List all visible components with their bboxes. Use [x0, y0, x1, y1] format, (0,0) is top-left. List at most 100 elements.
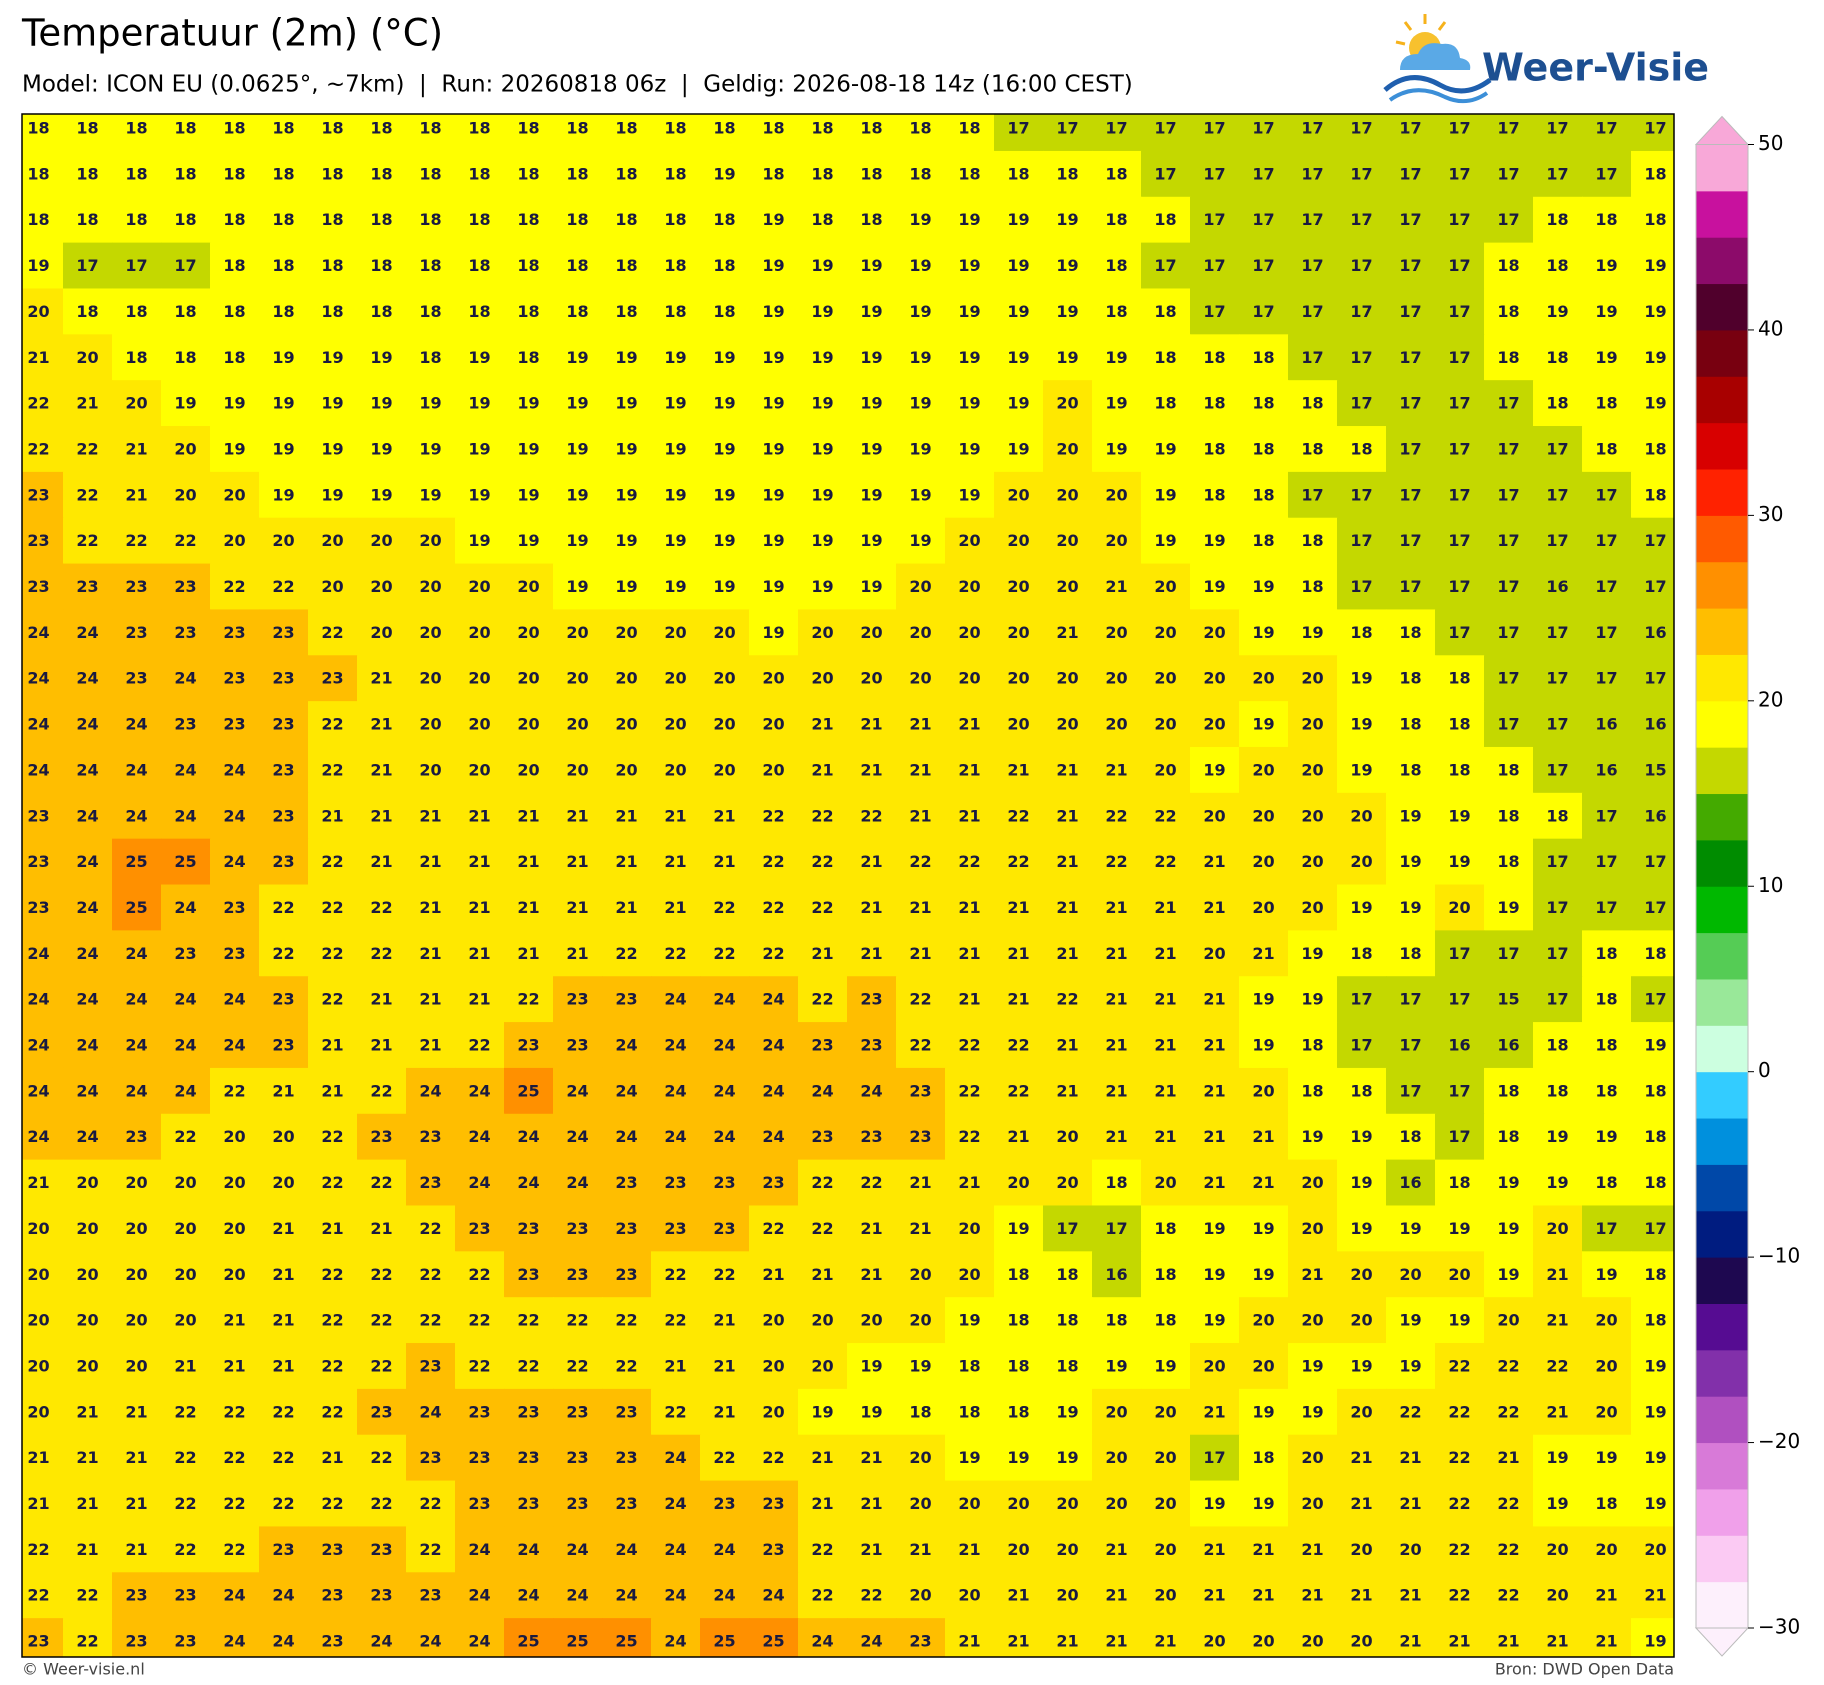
temperature-cell [1582, 517, 1632, 565]
temperature-label: 23 [125, 623, 147, 642]
temperature-label: 20 [1301, 715, 1323, 734]
temperature-cell [406, 792, 456, 840]
temperature-label: 20 [762, 760, 784, 779]
temperature-label: 19 [762, 210, 784, 229]
temperature-label: 22 [272, 1402, 294, 1421]
temperature-label: 18 [223, 119, 245, 138]
temperature-cell [1582, 1251, 1632, 1298]
temperature-cell [22, 242, 64, 290]
temperature-label: 23 [615, 1402, 637, 1421]
temperature-label: 23 [370, 1402, 392, 1421]
temperature-label: 19 [1448, 852, 1470, 871]
temperature-cell [1043, 838, 1093, 886]
temperature-label: 24 [76, 760, 98, 779]
temperature-label: 20 [1154, 1540, 1176, 1559]
temperature-label: 17 [1448, 944, 1470, 963]
temperature-cell [994, 609, 1044, 656]
temperature-label: 21 [321, 806, 343, 825]
temperature-label: 18 [664, 210, 686, 229]
temperature-cell [651, 1251, 701, 1298]
temperature-label: 19 [713, 164, 735, 183]
temperature-label: 19 [909, 256, 931, 275]
temperature-cell [1386, 609, 1436, 656]
temperature-cell [1141, 1159, 1191, 1207]
temperature-label: 17 [1448, 302, 1470, 321]
temperature-label: 23 [223, 623, 245, 642]
temperature-label: 23 [566, 1494, 588, 1513]
temperature-label: 17 [1301, 164, 1323, 183]
temperature-label: 21 [1252, 1540, 1274, 1559]
temperature-label: 23 [27, 485, 49, 504]
temperature-cell [63, 563, 113, 611]
temperature-cell [553, 380, 603, 427]
temperature-label: 20 [1007, 1173, 1029, 1192]
temperature-label: 24 [762, 1127, 784, 1146]
temperature-label: 22 [713, 944, 735, 963]
temperature-cell [553, 114, 603, 152]
temperature-label: 20 [713, 669, 735, 688]
temperature-cell [1190, 976, 1240, 1023]
temperature-cell [1190, 884, 1240, 931]
temperature-cell [896, 792, 946, 840]
temperature-label: 17 [1350, 164, 1372, 183]
colorbar-tick-label: 40 [1758, 316, 1783, 340]
temperature-cell [1141, 976, 1191, 1023]
temperature-cell [504, 471, 554, 519]
temperature-cell [210, 1251, 260, 1298]
temperature-cell [553, 1113, 603, 1161]
temperature-cell [1288, 1343, 1338, 1390]
temperature-label: 19 [1350, 1356, 1372, 1375]
temperature-cell [1533, 1251, 1583, 1298]
temperature-cell [357, 426, 407, 473]
temperature-cell [1337, 701, 1387, 748]
temperature-cell [1337, 114, 1387, 152]
temperature-cell [1582, 1159, 1632, 1207]
temperature-cell [63, 976, 113, 1023]
temperature-label: 19 [1007, 210, 1029, 229]
temperature-cell [63, 838, 113, 886]
temperature-label: 17 [1497, 577, 1519, 596]
temperature-label: 24 [468, 1540, 490, 1559]
temperature-label: 21 [419, 1036, 441, 1055]
temperature-cell [259, 1251, 309, 1298]
temperature-label: 17 [1644, 898, 1666, 917]
temperature-label: 18 [615, 119, 637, 138]
temperature-cell [553, 563, 603, 611]
temperature-label: 20 [1350, 1540, 1372, 1559]
temperature-label: 24 [713, 1081, 735, 1100]
temperature-cell [1092, 471, 1142, 519]
temperature-cell [22, 884, 64, 931]
temperature-cell [749, 701, 799, 748]
temperature-cell [112, 242, 162, 290]
temperature-cell [308, 701, 358, 748]
temperature-cell [1337, 1113, 1387, 1161]
temperature-label: 24 [76, 898, 98, 917]
temperature-cell [798, 609, 848, 656]
temperature-label: 18 [566, 210, 588, 229]
temperature-cell [994, 746, 1044, 794]
temperature-label: 21 [468, 944, 490, 963]
temperature-label: 23 [174, 623, 196, 642]
temperature-cell [1141, 701, 1191, 748]
temperature-cell [1141, 517, 1191, 565]
temperature-label: 17 [1105, 119, 1127, 138]
temperature-label: 18 [419, 348, 441, 367]
temperature-label: 16 [1399, 1173, 1421, 1192]
temperature-label: 17 [1644, 669, 1666, 688]
temperature-label: 20 [1154, 1402, 1176, 1421]
temperature-label: 18 [174, 210, 196, 229]
temperature-label: 21 [1154, 1127, 1176, 1146]
temperature-label: 23 [615, 1448, 637, 1467]
temperature-cell [1288, 655, 1338, 702]
temperature-label: 20 [76, 1356, 98, 1375]
temperature-label: 20 [664, 760, 686, 779]
temperature-label: 21 [1301, 1586, 1323, 1605]
temperature-label: 19 [1203, 531, 1225, 550]
temperature-cell [357, 242, 407, 290]
temperature-label: 21 [1105, 1081, 1127, 1100]
temperature-label: 16 [1644, 715, 1666, 734]
temperature-cell [553, 150, 603, 198]
temperature-label: 20 [517, 760, 539, 779]
temperature-label: 20 [1154, 715, 1176, 734]
temperature-label: 23 [223, 898, 245, 917]
